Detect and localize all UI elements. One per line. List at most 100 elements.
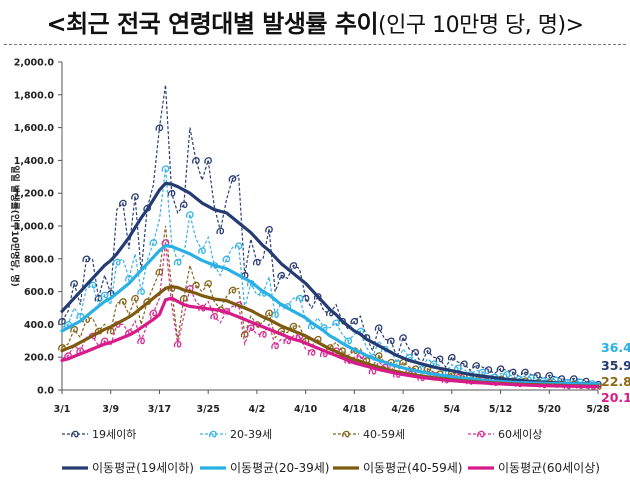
legend-label: 20-39세 <box>230 428 272 441</box>
data-point-60세이상 <box>173 340 182 348</box>
x-tick-label: 4/18 <box>343 404 367 415</box>
data-point-60세이상 <box>259 331 267 338</box>
data-point-19세이하 <box>70 280 78 287</box>
data-point-19세이하 <box>447 353 456 361</box>
y-tick-label: 600.0 <box>24 287 54 298</box>
x-tick-label: 3/17 <box>148 404 171 415</box>
data-point-60세이상 <box>137 337 145 345</box>
data-point-19세이하 <box>520 368 529 376</box>
legend-marker <box>71 430 79 438</box>
legend-label: 19세이하 <box>92 427 136 441</box>
data-point-20-39세 <box>453 364 462 372</box>
data-point-40-59세 <box>374 352 383 360</box>
data-point-19세이하 <box>289 262 298 269</box>
data-point-40-59세 <box>179 294 188 302</box>
x-tick-label: 4/2 <box>249 404 266 415</box>
y-tick-label: 2,000.0 <box>14 58 55 69</box>
data-point-20-39세 <box>307 322 316 330</box>
data-point-19세이하 <box>411 349 419 356</box>
data-point-40-59세 <box>70 326 78 333</box>
data-point-19세이하 <box>472 362 480 369</box>
data-point-20-39세 <box>88 281 97 289</box>
y-tick-label: 400.0 <box>24 320 54 331</box>
x-tick-label: 3/25 <box>197 404 220 415</box>
x-tick-label: 5/4 <box>443 404 460 415</box>
legend-marker <box>342 430 350 438</box>
data-point-19세이하 <box>374 324 383 332</box>
end-value-label: 35.9 <box>601 358 630 373</box>
y-tick-label: 1,800.0 <box>14 90 55 101</box>
legend-label: 이동평균(19세이하) <box>92 461 194 475</box>
x-tick-label: 5/12 <box>489 404 512 415</box>
data-point-19세이하 <box>557 375 566 382</box>
data-point-19세이하 <box>399 334 407 341</box>
y-tick-label: 1,200.0 <box>14 189 55 200</box>
legend-label: 이동평균(40-59세) <box>363 461 462 475</box>
chart-title-main: <최근 전국 연령대별 발생률 추이 <box>46 10 379 38</box>
data-point-60세이상 <box>271 342 279 350</box>
end-value-label: 20.1 <box>601 390 630 405</box>
data-point-19세이하 <box>167 189 176 197</box>
x-tick-label: 5/20 <box>538 404 562 415</box>
data-point-40-59세 <box>228 286 237 294</box>
data-point-40-59세 <box>155 268 164 276</box>
data-point-20-39세 <box>198 247 206 255</box>
data-point-60세이상 <box>319 350 328 358</box>
series-line-20-39세 <box>61 168 599 385</box>
data-point-19세이하 <box>533 372 541 379</box>
data-point-60세이상 <box>149 309 158 317</box>
data-point-19세이하 <box>277 271 285 279</box>
chart-title: <최근 전국 연령대별 발생률 추이(인구 10만명 당, 명)> <box>0 4 630 39</box>
data-point-60세이상 <box>246 324 255 332</box>
legend-label: 60세이상 <box>498 428 542 441</box>
x-tick-label: 3/1 <box>54 404 71 415</box>
data-point-20-39세 <box>271 311 279 319</box>
data-point-40-59세 <box>423 365 432 373</box>
moving-average-line-이동평균(60세이상) <box>60 296 600 389</box>
data-point-60세이상 <box>88 332 97 340</box>
data-point-40-59세 <box>118 298 127 305</box>
data-point-20-39세 <box>161 165 170 173</box>
data-point-19세이하 <box>435 355 444 363</box>
data-point-19세이하 <box>179 201 188 209</box>
data-point-20-39세 <box>185 211 194 218</box>
data-point-19세이하 <box>192 157 200 164</box>
data-point-19세이하 <box>265 226 273 233</box>
x-tick-label: 3/9 <box>102 404 119 415</box>
chart-title-sub: (인구 10만명 당, 명)> <box>378 13 584 38</box>
data-point-20-39세 <box>173 258 182 266</box>
series-line-19세이하 <box>61 84 599 385</box>
data-point-60세이상 <box>307 349 316 356</box>
data-point-19세이하 <box>155 124 164 132</box>
data-point-20-39세 <box>332 319 340 327</box>
y-tick-label: 1,000.0 <box>14 222 55 233</box>
data-point-20-39세 <box>112 258 121 266</box>
data-point-20-39세 <box>344 337 352 345</box>
data-point-20-39세 <box>295 294 304 302</box>
legend-marker <box>477 430 485 438</box>
data-point-40-59세 <box>131 294 139 302</box>
data-point-19세이하 <box>252 258 261 266</box>
x-tick-label: 5/28 <box>586 404 610 415</box>
y-tick-label: 0.0 <box>37 386 54 397</box>
data-point-19세이하 <box>301 294 310 302</box>
data-point-20-39세 <box>137 288 145 296</box>
data-point-20-39세 <box>502 371 511 378</box>
data-point-19세이하 <box>82 255 91 263</box>
legend-label: 40-59세 <box>363 428 405 441</box>
y-tick-label: 800.0 <box>24 254 54 265</box>
y-tick-label: 200.0 <box>24 353 54 364</box>
data-point-19세이하 <box>350 317 359 325</box>
data-point-19세이하 <box>423 347 432 355</box>
data-point-19세이하 <box>131 193 139 200</box>
data-point-40-59세 <box>192 281 200 289</box>
data-point-40-59세 <box>338 347 346 355</box>
y-axis-title: 일일 발생률(인구10만명당, 명) <box>9 165 21 287</box>
data-point-19세이하 <box>118 199 127 207</box>
end-value-label: 36.4 <box>601 340 630 355</box>
data-point-19세이하 <box>460 360 468 368</box>
data-point-20-39세 <box>100 291 109 299</box>
data-point-60세이상 <box>210 312 218 320</box>
